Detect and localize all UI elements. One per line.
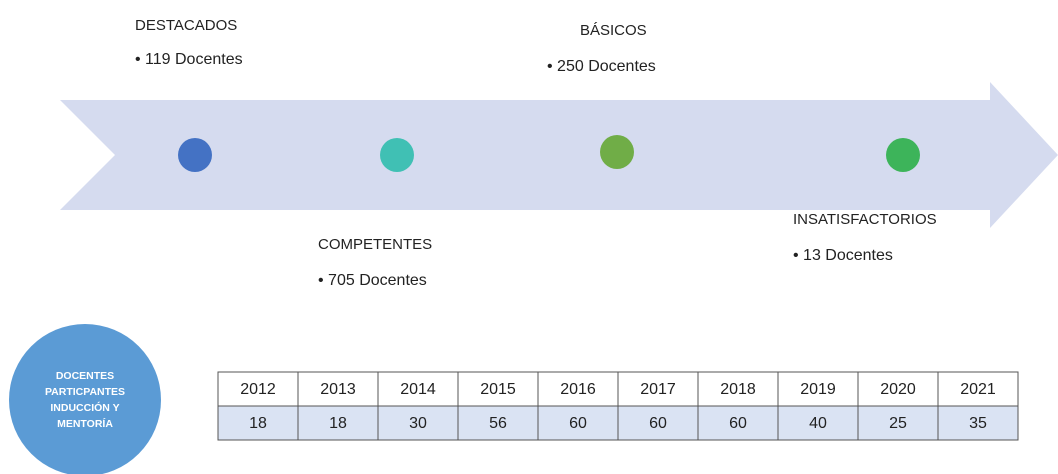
cell-text: 35	[969, 415, 987, 432]
timeline-dot	[600, 135, 634, 169]
badge-circle	[9, 324, 161, 474]
cell-text: 56	[489, 415, 507, 432]
table-cell	[217, 405, 299, 441]
table-cell	[857, 405, 939, 441]
table-cell	[377, 371, 459, 407]
table-cell	[777, 405, 859, 441]
table: 2012 2013 2014 2015 2016 2017 2018 2019 2020 2021…	[217, 371, 1019, 441]
cell-text: 40	[809, 415, 827, 432]
badge-line: DOCENTES	[56, 370, 114, 382]
item-detail: • 13 Docentes	[793, 247, 893, 264]
badge-line: MENTORÍA	[57, 417, 113, 430]
cell-text: 60	[569, 415, 587, 432]
item-label: DESTACADOS	[135, 17, 237, 34]
timeline-dot	[380, 138, 414, 172]
cell-text: 2014	[400, 381, 436, 398]
cell-text: 18	[329, 415, 347, 432]
item-detail: • 705 Docentes	[318, 272, 427, 289]
cell-text: 18	[249, 415, 267, 432]
item-detail: • 119 Docentes	[135, 51, 243, 68]
timeline-dot	[178, 138, 212, 172]
table-cell	[937, 405, 1019, 441]
table-cell	[857, 371, 939, 407]
cell-text: 2021	[960, 381, 996, 398]
item-label: INSATISFACTORIOS	[793, 211, 937, 228]
cell-text: 30	[409, 415, 427, 432]
item-detail: • 250 Docentes	[547, 58, 656, 75]
cell-text: 2012	[240, 381, 276, 398]
table-cell	[297, 405, 379, 441]
timeline-dot	[886, 138, 920, 172]
badge-line: PARTICPANTES	[45, 386, 125, 398]
cell-text: 2016	[560, 381, 596, 398]
cell-text: 60	[649, 415, 667, 432]
timeline-arrow	[60, 82, 1058, 228]
cell-text: 2019	[800, 381, 836, 398]
table-cell	[937, 371, 1019, 407]
cell-text: 2017	[640, 381, 676, 398]
cell-text: 2020	[880, 381, 916, 398]
cell-text: 25	[889, 415, 907, 432]
cell-text: 2013	[320, 381, 356, 398]
table-cell	[297, 371, 379, 407]
item-label: COMPETENTES	[318, 236, 432, 253]
table-cell	[697, 405, 779, 441]
item-label: BÁSICOS	[580, 22, 647, 39]
badge-line: INDUCCIÓN Y	[50, 401, 119, 414]
table-cell	[777, 371, 859, 407]
table-cell	[377, 405, 459, 441]
cell-text: 2018	[720, 381, 756, 398]
cell-text: 60	[729, 415, 747, 432]
badge-text: DOCENTES PARTICPANTES INDUCCIÓN Y MENTORÍA	[45, 370, 125, 430]
cell-text: 2015	[480, 381, 516, 398]
table-cell	[537, 371, 619, 407]
